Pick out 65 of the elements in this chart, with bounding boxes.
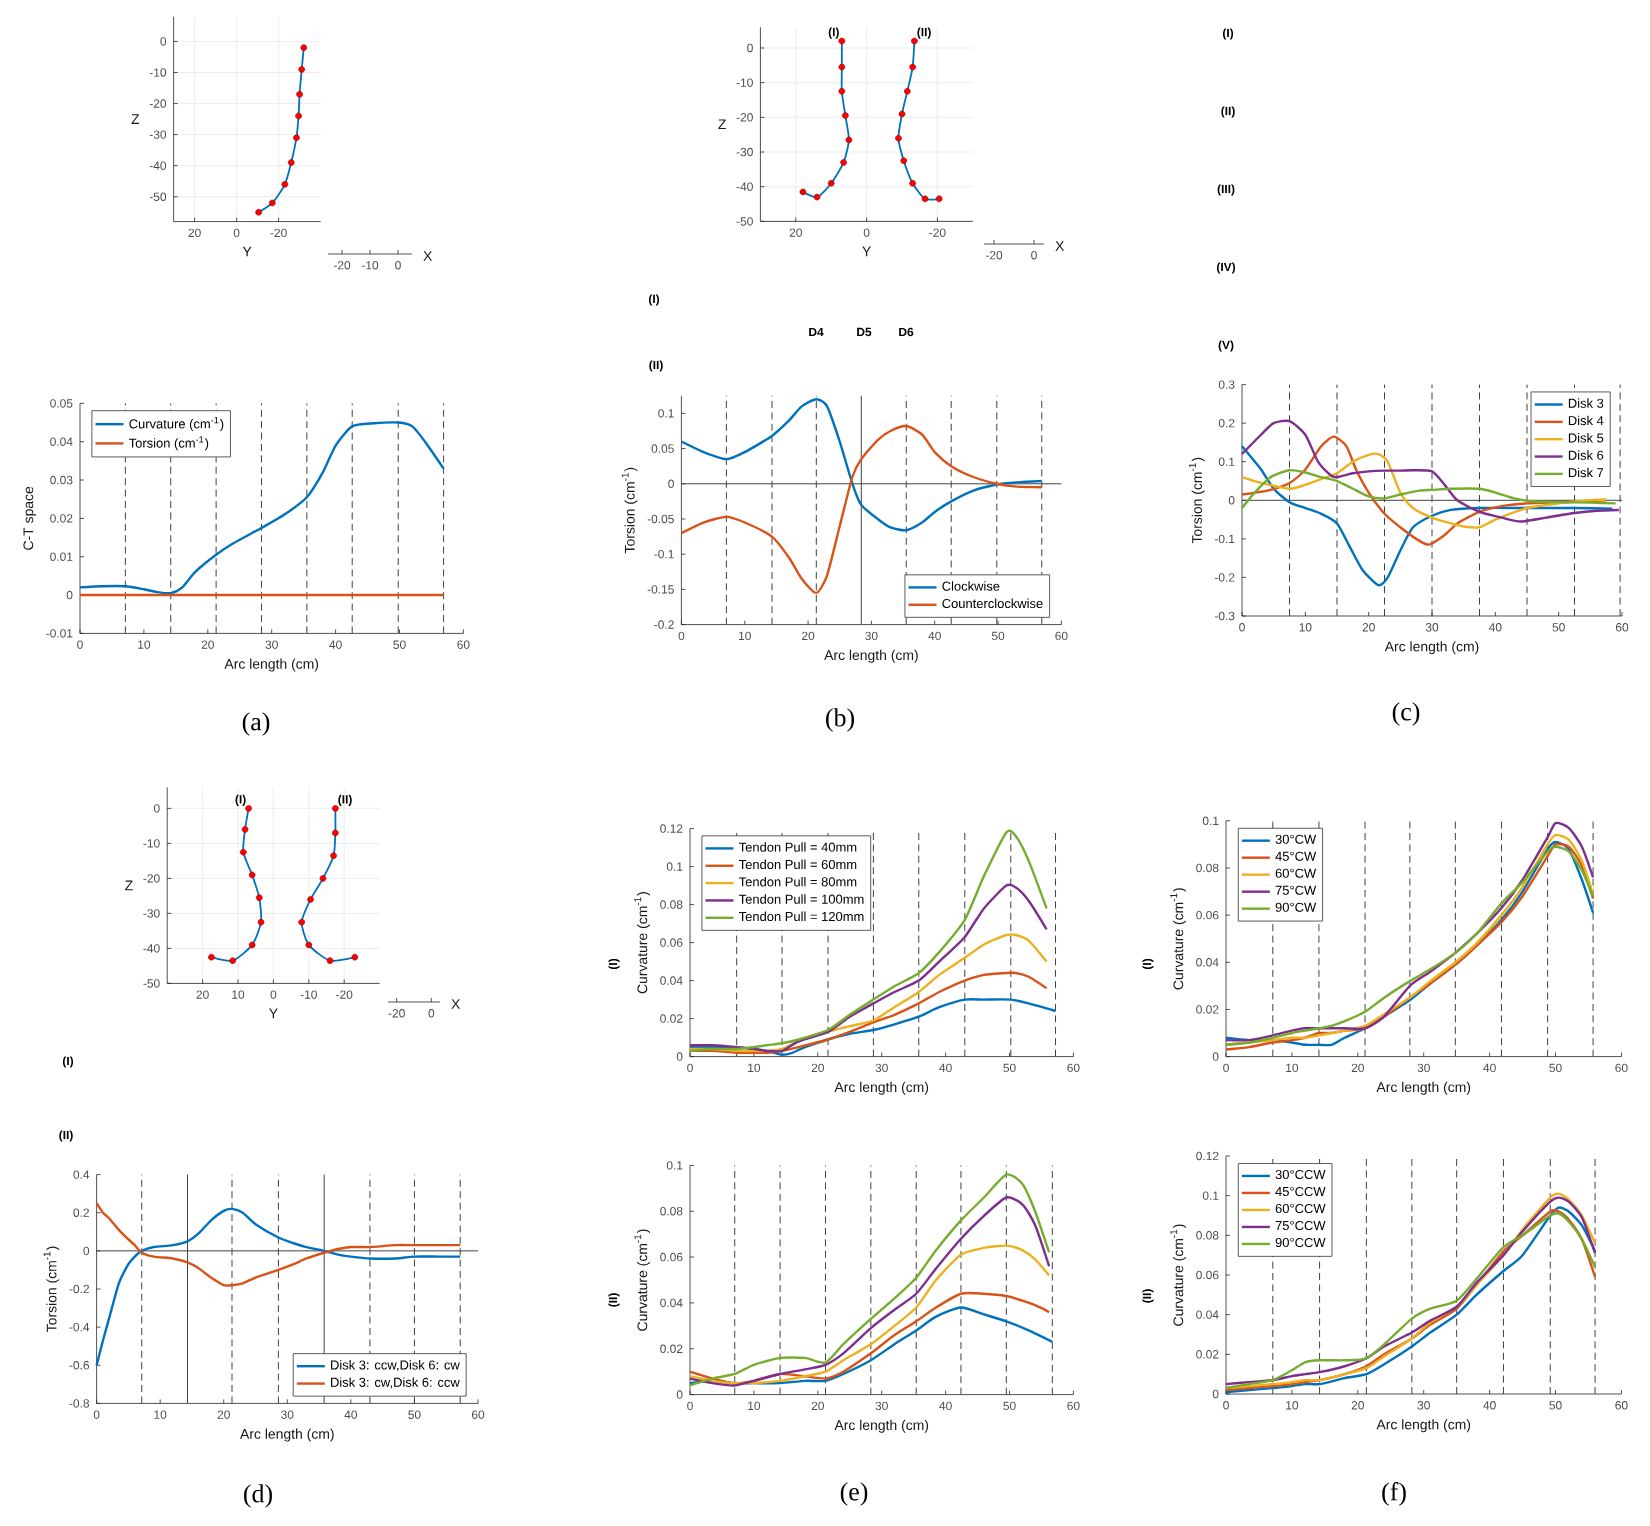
point (330, 852, 337, 859)
line-series (1240, 452, 1608, 529)
point (269, 199, 276, 207)
point (332, 805, 339, 812)
line-series (680, 424, 1043, 595)
line-series (95, 1207, 462, 1367)
point (911, 37, 918, 45)
point (319, 875, 327, 882)
line-series (1240, 469, 1617, 510)
text: (a) (242, 712, 270, 736)
text: (e) (840, 1482, 868, 1506)
point (248, 871, 256, 879)
point (245, 805, 252, 812)
point (298, 66, 305, 73)
point (281, 181, 289, 188)
point (799, 188, 807, 196)
text: (c) (1392, 702, 1420, 726)
point (287, 159, 295, 166)
point (895, 134, 902, 142)
point (842, 112, 849, 119)
point (813, 193, 821, 201)
line-series (1240, 445, 1614, 587)
point (898, 110, 906, 118)
line-series (1240, 419, 1621, 523)
point (326, 957, 334, 964)
point (241, 826, 249, 833)
line-series (95, 1202, 462, 1287)
point (305, 941, 313, 949)
point (351, 953, 359, 961)
point (255, 894, 263, 901)
text: (f) (1382, 1482, 1406, 1506)
point (295, 112, 302, 120)
point (208, 953, 215, 961)
line-series (688, 883, 1048, 1053)
line-series (688, 1244, 1051, 1385)
point (935, 195, 943, 203)
point (900, 157, 908, 164)
point (255, 208, 262, 216)
text: (b) (826, 708, 854, 732)
point (296, 90, 303, 98)
point (909, 179, 916, 187)
point (307, 896, 314, 903)
point (845, 136, 853, 144)
point (300, 44, 308, 51)
point (909, 63, 916, 71)
line-series (688, 1291, 1051, 1385)
point (921, 195, 929, 203)
text: (d) (244, 1484, 272, 1508)
line-series (1240, 435, 1608, 546)
point (904, 88, 911, 95)
line-series (78, 421, 445, 595)
point (240, 848, 247, 856)
point (293, 134, 300, 142)
point (257, 918, 265, 926)
point (827, 179, 835, 187)
point (838, 88, 846, 95)
point (838, 63, 846, 71)
point (840, 159, 847, 166)
point (838, 37, 846, 45)
point (298, 918, 306, 926)
point (248, 941, 256, 949)
line-series (680, 398, 1043, 532)
point (229, 957, 236, 964)
point (332, 829, 339, 837)
line-series (688, 998, 1057, 1056)
